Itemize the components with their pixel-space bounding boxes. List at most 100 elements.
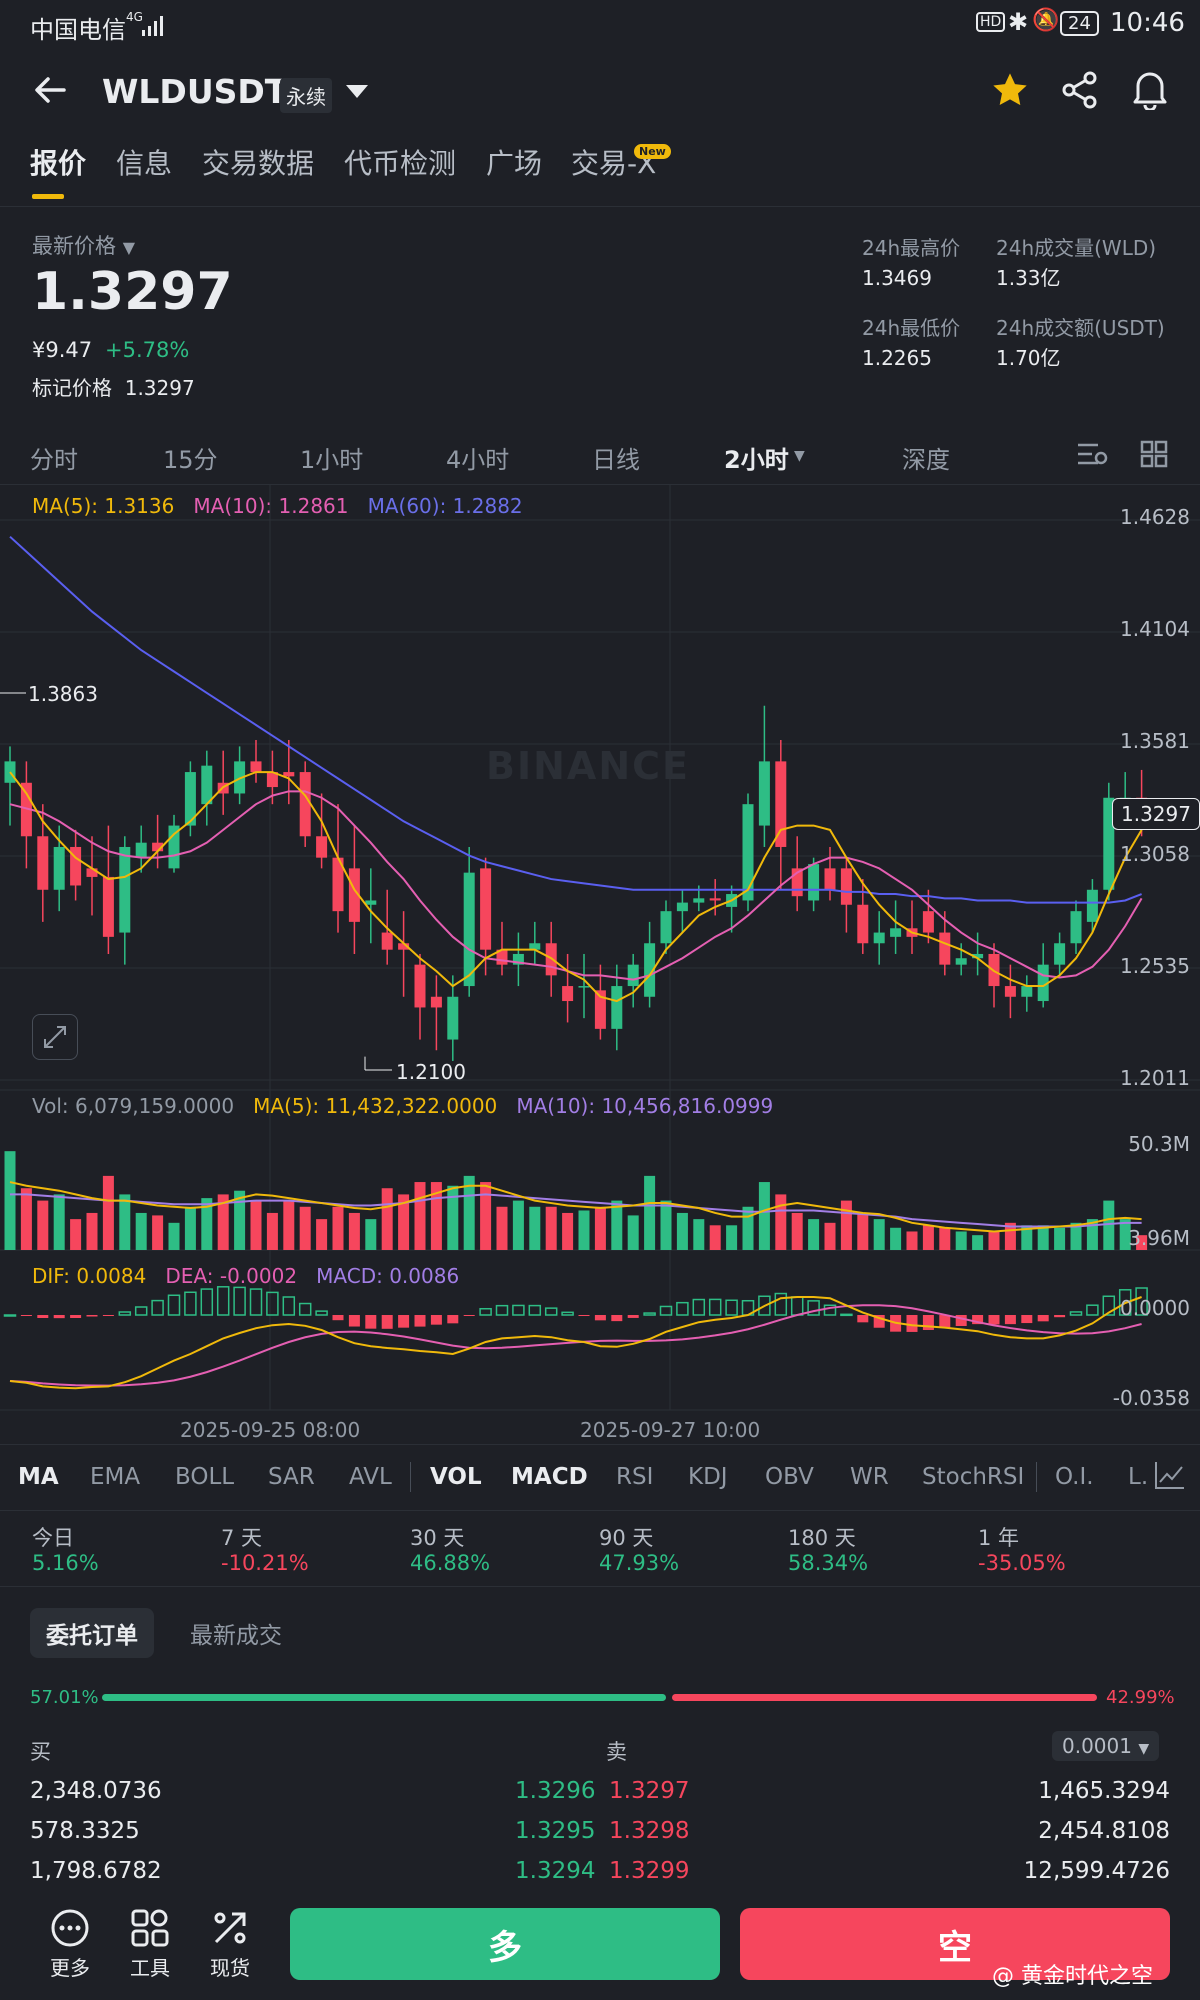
- last-price-label[interactable]: 最新价格 ▼: [32, 234, 135, 258]
- volume-bar: [627, 1215, 639, 1250]
- candle-body: [611, 986, 623, 1029]
- candle-body: [972, 953, 984, 959]
- candle-body: [857, 904, 869, 944]
- ind-kdj[interactable]: KDJ: [688, 1464, 728, 1490]
- chart-settings-icon[interactable]: [1076, 440, 1108, 472]
- ind-avl[interactable]: AVL: [349, 1464, 392, 1490]
- grid-layout-icon[interactable]: [1140, 440, 1168, 472]
- bell-icon[interactable]: [1130, 68, 1170, 114]
- candle-body: [480, 868, 492, 950]
- ind-rsi[interactable]: RSI: [616, 1464, 654, 1490]
- period-label: 30 天: [410, 1526, 465, 1550]
- tf-15m[interactable]: 15分: [163, 446, 218, 474]
- carrier-label: 中国电信: [30, 16, 126, 44]
- current-price-tag: 1.3297: [1112, 798, 1200, 830]
- volume-bar: [758, 1182, 770, 1250]
- candle-body: [840, 868, 852, 905]
- macd-histogram-bar: [1069, 1311, 1083, 1316]
- caret-down-icon: ▼: [1138, 1741, 1150, 1757]
- candle-body: [37, 836, 49, 890]
- tab-quote[interactable]: 报价: [30, 142, 86, 199]
- volume-bar: [742, 1206, 754, 1250]
- ma10-legend: MA(10): 1.2861: [193, 494, 349, 518]
- long-button[interactable]: 多: [290, 1908, 720, 1980]
- period-label: 今日: [32, 1526, 74, 1550]
- dif-line: [9, 1296, 1142, 1390]
- mark-price-label: 标记价格: [32, 376, 112, 400]
- tab-square[interactable]: 广场: [486, 147, 543, 180]
- tab-recent-trades[interactable]: 最新成交: [190, 1623, 282, 1649]
- ind-vol[interactable]: VOL: [430, 1464, 482, 1490]
- ind-stochrsi[interactable]: StochRSI: [922, 1464, 1025, 1490]
- macd-value-legend: MACD: 0.0086: [316, 1264, 460, 1288]
- low-marker-label: 1.2100: [396, 1060, 466, 1084]
- ind-ls[interactable]: L.: [1128, 1464, 1149, 1490]
- ind-ema[interactable]: EMA: [90, 1464, 141, 1490]
- macd-histogram-bar: [86, 1315, 98, 1317]
- volume-bar: [135, 1212, 147, 1250]
- buy-column-label: 买: [30, 1740, 51, 1764]
- macd-histogram-bar: [184, 1291, 197, 1316]
- ind-macd[interactable]: MACD: [511, 1464, 588, 1490]
- indicator-settings-icon[interactable]: [1154, 1460, 1186, 1494]
- volume-bar: [693, 1219, 705, 1250]
- chevron-down-icon[interactable]: [344, 82, 370, 104]
- bid-price: 1.3296: [515, 1778, 596, 1804]
- candle-body: [791, 868, 803, 897]
- signal-icon: [142, 14, 164, 42]
- period-label: 180 天: [788, 1526, 856, 1550]
- ind-boll[interactable]: BOLL: [175, 1464, 235, 1490]
- tab-orderbook[interactable]: 委托订单: [30, 1608, 154, 1658]
- candle-body: [119, 846, 131, 933]
- volume-bar: [676, 1212, 688, 1250]
- tf-caret-icon[interactable]: ▼: [794, 448, 805, 464]
- ma10-line: [9, 790, 1143, 981]
- star-icon[interactable]: [990, 70, 1030, 114]
- expand-icon[interactable]: [32, 1014, 78, 1060]
- tools-label[interactable]: 工具: [130, 1956, 170, 1980]
- time-label: 2025-09-25 08:00: [180, 1418, 361, 1442]
- more-label[interactable]: 更多: [50, 1956, 90, 1980]
- tf-1d[interactable]: 日线: [592, 446, 640, 474]
- tf-4h[interactable]: 4小时: [446, 446, 510, 474]
- price-axis-label: 1.3058: [1120, 842, 1190, 866]
- divider: [0, 1444, 1200, 1445]
- back-arrow-icon[interactable]: [30, 70, 70, 114]
- macd-axis-label: -0.0358: [1112, 1386, 1190, 1410]
- precision-select[interactable]: 0.0001 ▼: [1052, 1731, 1160, 1761]
- macd-histogram-bar: [233, 1286, 246, 1316]
- volume-bar: [316, 1219, 328, 1250]
- spot-icon[interactable]: [210, 1908, 250, 1952]
- spot-label[interactable]: 现货: [210, 1956, 250, 1980]
- more-icon[interactable]: [50, 1908, 90, 1952]
- ma60-line: [9, 535, 1142, 904]
- tab-token-check[interactable]: 代币检测: [344, 147, 457, 180]
- kline-chart[interactable]: [0, 485, 1200, 1445]
- volume-bar: [578, 1210, 590, 1250]
- volume-bar: [37, 1200, 49, 1250]
- ind-obv[interactable]: OBV: [765, 1464, 814, 1490]
- tf-1h[interactable]: 1小时: [300, 446, 364, 474]
- candle-body: [1070, 911, 1082, 944]
- share-icon[interactable]: [1060, 70, 1100, 114]
- symbol-title[interactable]: WLDUSDT: [102, 72, 288, 111]
- tab-trade-data[interactable]: 交易数据: [202, 147, 315, 180]
- macd-histogram-bar: [249, 1288, 263, 1316]
- macd-histogram-bar: [512, 1304, 525, 1316]
- tf-2h[interactable]: 2小时: [724, 446, 789, 474]
- ind-oi[interactable]: O.I.: [1055, 1464, 1094, 1490]
- tf-depth[interactable]: 深度: [902, 446, 950, 474]
- macd-histogram-bar: [266, 1291, 279, 1316]
- short-button[interactable]: 空: [740, 1908, 1170, 1980]
- ind-ma[interactable]: MA: [18, 1464, 59, 1490]
- tools-icon[interactable]: [130, 1908, 170, 1952]
- tab-info[interactable]: 信息: [116, 147, 173, 180]
- tf-line[interactable]: 分时: [30, 446, 78, 474]
- candle-body: [102, 876, 114, 937]
- bid-price: 1.3294: [515, 1858, 596, 1884]
- ind-sar[interactable]: SAR: [268, 1464, 315, 1490]
- candle-body: [693, 898, 705, 903]
- candle-body: [627, 964, 639, 987]
- ind-wr[interactable]: WR: [850, 1464, 889, 1490]
- buy-ratio-bar: [102, 1694, 667, 1701]
